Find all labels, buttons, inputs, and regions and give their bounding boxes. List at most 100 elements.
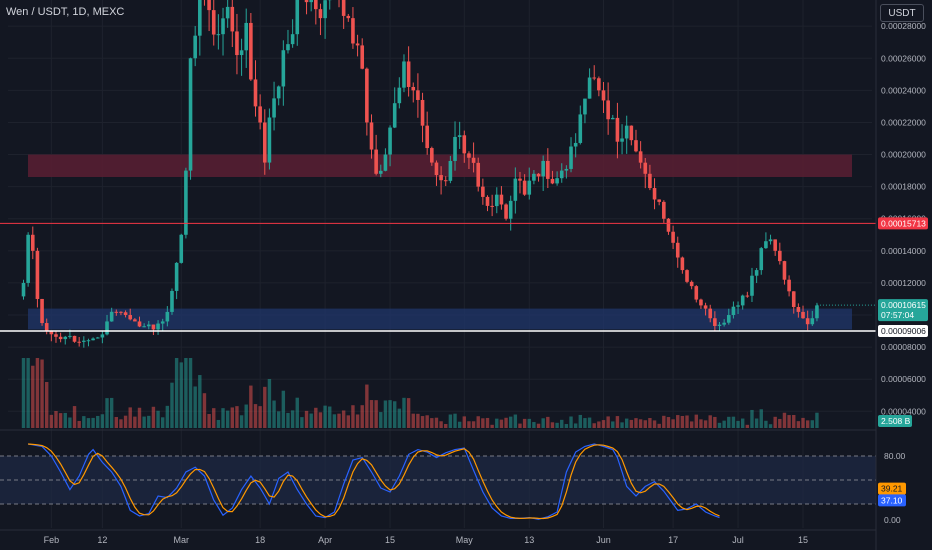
candle-body bbox=[471, 157, 476, 163]
volume-bar bbox=[462, 416, 466, 428]
candle-body bbox=[499, 194, 504, 205]
volume-bar bbox=[420, 416, 425, 428]
volume-bar bbox=[713, 416, 717, 428]
candle-body bbox=[569, 146, 573, 169]
candle-body bbox=[513, 178, 518, 201]
time-tick-label: Jul bbox=[732, 535, 744, 545]
volume-bar bbox=[346, 415, 350, 428]
candle-body bbox=[425, 125, 429, 149]
candle-body bbox=[360, 45, 365, 69]
volume-bar bbox=[151, 406, 156, 428]
volume-bar bbox=[648, 418, 652, 428]
volume-bar bbox=[351, 405, 355, 428]
time-tick-label: Jun bbox=[596, 535, 611, 545]
currency-button[interactable]: USDT bbox=[880, 4, 924, 22]
volume-bar bbox=[601, 420, 606, 428]
volume-bar bbox=[360, 405, 364, 428]
candle-body bbox=[290, 34, 295, 45]
candle-body bbox=[689, 281, 694, 287]
candle-body bbox=[620, 138, 624, 142]
volume-bar bbox=[277, 411, 281, 428]
candle-body bbox=[35, 250, 40, 299]
candle-body bbox=[249, 22, 253, 80]
price-tick-label: 0.00024000 bbox=[881, 85, 926, 95]
volume-bar bbox=[439, 421, 443, 428]
volume-bar bbox=[569, 416, 573, 428]
candle-body bbox=[369, 122, 374, 150]
volume-bar bbox=[239, 415, 244, 428]
volume-bar bbox=[643, 420, 647, 428]
candle-body bbox=[583, 98, 587, 115]
volume-bar bbox=[532, 422, 536, 428]
volume-bar bbox=[578, 414, 582, 428]
volume-tag-bg bbox=[878, 415, 912, 427]
volume-bar bbox=[453, 413, 457, 428]
candle-body bbox=[109, 311, 114, 322]
volume-bar bbox=[235, 406, 239, 428]
volume-bar bbox=[504, 417, 508, 428]
candle-body bbox=[165, 311, 170, 322]
candle-body bbox=[801, 311, 805, 319]
time-tick-label: May bbox=[456, 535, 474, 545]
price-axis[interactable]: 0.00028000 0.00026000 0.00024000 0.00022000… bbox=[875, 0, 926, 550]
volume-bar bbox=[731, 416, 736, 428]
price-tick-label: 0.00022000 bbox=[881, 117, 926, 127]
candle-body bbox=[63, 336, 68, 340]
candle-body bbox=[225, 6, 230, 19]
time-axis[interactable]: Feb 12 Mar 18 Apr 15 May 13 Jun 17 Jul 15 bbox=[0, 529, 876, 545]
volume-bar bbox=[620, 422, 624, 428]
candle-body bbox=[68, 335, 72, 337]
volume-bar bbox=[96, 415, 100, 428]
stoch-k-tag-text: 37.10 bbox=[881, 495, 903, 505]
time-tick-label: 15 bbox=[385, 535, 395, 545]
price-tick-label: 0.00018000 bbox=[881, 182, 926, 192]
candle-body bbox=[184, 170, 188, 235]
volume-bar bbox=[485, 417, 490, 428]
candle-body bbox=[787, 279, 791, 292]
volume-bar bbox=[527, 418, 531, 428]
candle-body bbox=[44, 323, 49, 332]
volume-bar bbox=[518, 423, 522, 428]
candle-body bbox=[764, 241, 768, 249]
time-tick-label: Mar bbox=[174, 535, 190, 545]
candle-body bbox=[58, 336, 63, 340]
volume-bar bbox=[662, 415, 666, 428]
volume-bar bbox=[212, 408, 216, 428]
candle-body bbox=[365, 68, 369, 123]
volume-bar bbox=[137, 407, 142, 428]
candle-body bbox=[323, 0, 327, 19]
volume-bar bbox=[216, 419, 221, 428]
candle-body bbox=[610, 117, 615, 120]
candle-body bbox=[86, 340, 91, 342]
volume-bar bbox=[430, 418, 434, 428]
volume-bar bbox=[592, 423, 596, 428]
volume-bar bbox=[792, 414, 796, 428]
candle-body bbox=[643, 162, 648, 174]
candle-body bbox=[601, 90, 606, 101]
volume-bar bbox=[509, 416, 513, 428]
volume-bar bbox=[193, 386, 197, 428]
time-tick-label: Apr bbox=[318, 535, 332, 545]
volume-bar bbox=[778, 418, 782, 428]
stoch-tick-label: 80.00 bbox=[884, 451, 906, 461]
volume-bar bbox=[513, 414, 518, 428]
candle-body bbox=[750, 275, 754, 296]
candle-body bbox=[508, 200, 513, 219]
candle-body bbox=[810, 318, 815, 325]
candle-body bbox=[244, 22, 249, 51]
candle-body bbox=[230, 6, 235, 32]
volume-bar bbox=[328, 406, 332, 428]
time-tick-label: 12 bbox=[97, 535, 107, 545]
candle-body bbox=[490, 205, 494, 207]
volume-bar bbox=[717, 422, 722, 428]
candle-body bbox=[434, 162, 439, 176]
stoch-k-tag-bg bbox=[878, 494, 906, 507]
volume-bar bbox=[727, 416, 731, 428]
volume-bar bbox=[170, 382, 174, 428]
volume-tag-text: 2.508 B bbox=[881, 416, 911, 426]
volume-bar bbox=[481, 418, 485, 428]
candle-body bbox=[555, 178, 559, 184]
volume-bar bbox=[207, 414, 211, 428]
candle-body bbox=[518, 178, 522, 181]
